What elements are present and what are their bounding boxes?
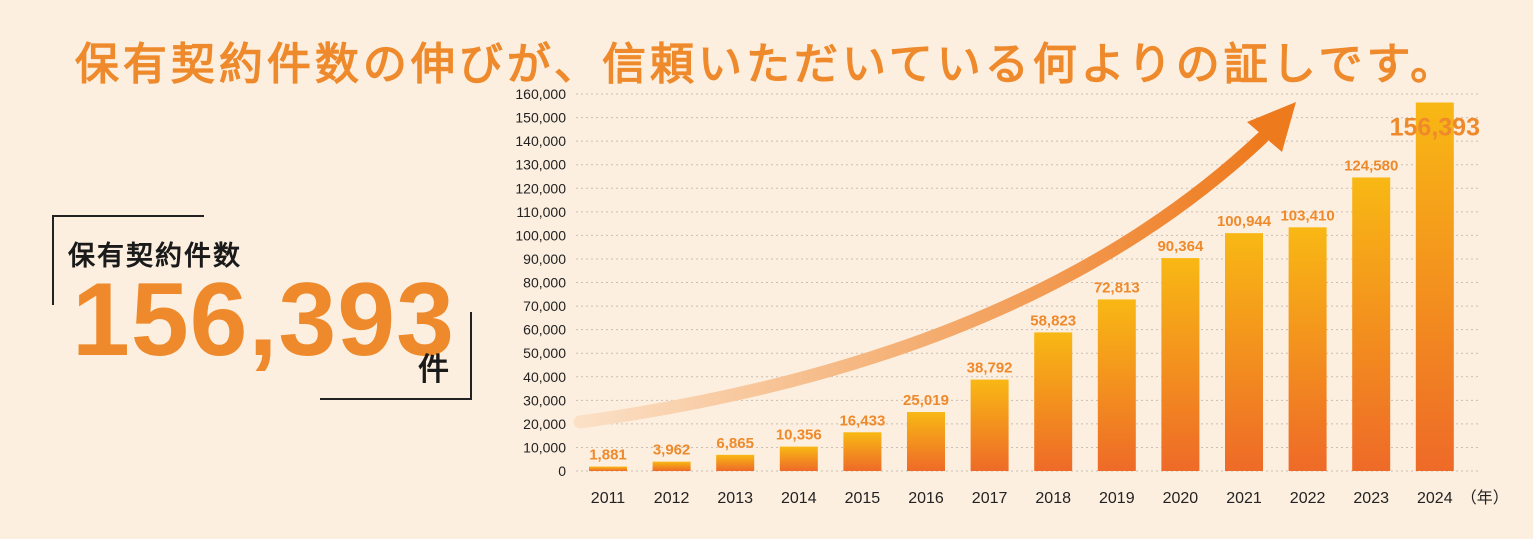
x-tick-label: 2012 (654, 490, 690, 507)
y-tick-label: 160,000 (515, 86, 566, 102)
y-tick-label: 70,000 (523, 298, 566, 314)
x-tick-label: 2011 (591, 490, 626, 507)
page-headline: 保有契約件数の伸びが、信頼いただいている何よりの証しです。 (74, 39, 1459, 90)
y-axis-ticks: 0 10,000 20,000 30,000 40,000 50,000 60,000 70,… (515, 86, 566, 479)
x-tick-label: 2024 (1417, 490, 1453, 507)
bar-2017 (970, 379, 1009, 471)
bar-2014 (779, 446, 818, 471)
value-label-2017: 38,792 (967, 360, 1013, 377)
y-tick-label: 50,000 (523, 345, 566, 361)
value-label-2020: 90,364 (1157, 238, 1204, 255)
y-tick-label: 10,000 (523, 439, 566, 455)
value-label-2012: 3,962 (653, 442, 691, 459)
bar-2013 (716, 454, 755, 471)
x-tick-label: 2018 (1035, 490, 1071, 507)
value-label-2015: 16,433 (839, 412, 885, 429)
bar-2015 (843, 432, 882, 471)
kpi-label: 保有契約件数 (68, 241, 242, 272)
x-tick-label: 2019 (1099, 490, 1135, 507)
trend-arrow (573, 102, 1296, 429)
y-tick-label: 90,000 (523, 251, 566, 267)
bar-2023 (1352, 177, 1391, 471)
y-tick-label: 150,000 (515, 110, 566, 126)
value-label-2022: 103,410 (1280, 207, 1334, 224)
y-tick-label: 140,000 (515, 133, 566, 149)
value-label-2024: 156,393 (1390, 113, 1480, 141)
x-tick-label: 2017 (972, 490, 1008, 507)
trend-arrow-head (1247, 102, 1296, 152)
bar-2016 (907, 412, 945, 471)
value-label-2013: 6,865 (716, 435, 754, 452)
bar-2011 (589, 466, 627, 471)
bar-2024 (1415, 102, 1454, 471)
bracket-bottom-right-vertical (470, 312, 472, 400)
x-tick-label: 2013 (717, 490, 753, 507)
y-tick-label: 60,000 (523, 322, 566, 338)
y-tick-label: 20,000 (523, 416, 566, 432)
bar-2020 (1161, 258, 1200, 471)
kpi-panel: 保有契約件数 156,393 件 (0, 0, 500, 539)
y-tick-label: 110,000 (516, 204, 566, 220)
bar-2012 (652, 461, 691, 471)
bar-2022 (1288, 227, 1327, 471)
y-tick-label: 80,000 (523, 275, 566, 291)
bars (589, 102, 1454, 471)
x-axis-ticks: 2011 2012 2013 2014 2015 2016 2017 2018 2019 2020… (591, 490, 1453, 507)
value-label-2021: 100,944 (1217, 213, 1272, 230)
bar-2018 (1034, 332, 1073, 471)
x-tick-label: 2021 (1226, 490, 1262, 507)
bracket-top-left-vertical (52, 215, 54, 305)
y-tick-label: 0 (558, 463, 566, 479)
bracket-top-left-horizontal (52, 215, 204, 217)
y-tick-label: 130,000 (515, 157, 566, 173)
x-tick-label: 2016 (908, 490, 944, 507)
x-tick-label: 2020 (1163, 490, 1199, 507)
kpi-unit: 件 (418, 352, 449, 388)
y-tick-label: 120,000 (515, 180, 566, 196)
x-tick-label: 2022 (1290, 490, 1326, 507)
value-label-2023: 124,580 (1344, 157, 1398, 174)
x-axis-unit: （年） (1461, 488, 1509, 507)
y-tick-label: 30,000 (523, 392, 566, 408)
x-tick-label: 2023 (1353, 490, 1389, 507)
bar-2021 (1225, 233, 1263, 471)
x-tick-label: 2015 (845, 490, 881, 507)
y-tick-label: 40,000 (523, 369, 566, 385)
trend-arrow-shaft (573, 131, 1269, 429)
value-label-2018: 58,823 (1030, 312, 1076, 329)
bar-2019 (1097, 299, 1136, 471)
grid-lines (576, 93, 1480, 472)
value-label-2019: 72,813 (1094, 279, 1140, 296)
bracket-bottom-right-horizontal (320, 398, 472, 400)
y-tick-label: 100,000 (515, 227, 566, 243)
value-label-2016: 25,019 (903, 392, 949, 409)
kpi-value: 156,393 (72, 262, 455, 378)
value-labels: 1,881 3,962 6,865 10,356 16,433 25,019 38,792 5… (589, 113, 1480, 463)
value-label-2011: 1,881 (589, 447, 627, 464)
x-tick-label: 2014 (781, 490, 817, 507)
value-label-2014: 10,356 (776, 427, 822, 444)
